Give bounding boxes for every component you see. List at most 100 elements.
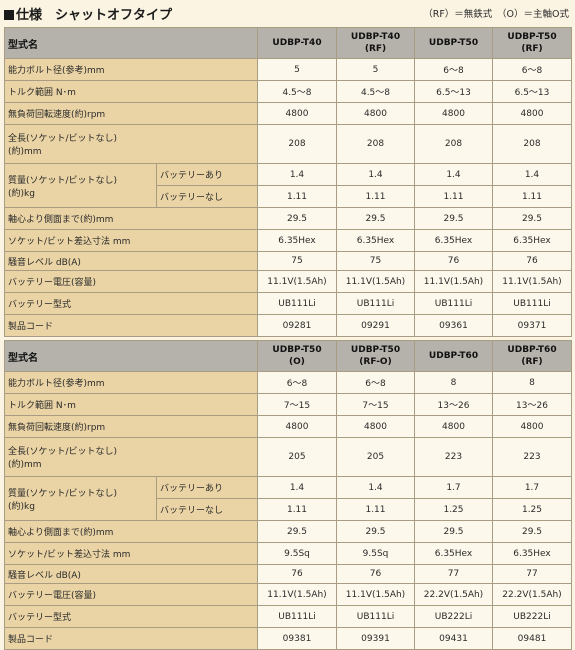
value-cell: 6～8	[414, 58, 493, 81]
model-header: UDBP-T50	[414, 27, 493, 59]
value-cell: 77	[414, 564, 493, 584]
table-row: 全長(ソケット/ビットなし) (約)mm 208 208 208 208	[4, 124, 572, 164]
value-cell: 9.5Sq	[336, 542, 415, 565]
value-cell: 223	[414, 437, 493, 477]
value-cell: 5	[257, 58, 337, 81]
value-cell: 75	[336, 251, 415, 271]
model-label: 型式名	[4, 340, 258, 372]
value-cell: 1.25	[492, 498, 572, 521]
row-label: トルク範囲 N･m	[4, 393, 258, 416]
row-label: ソケット/ビット差込寸法 mm	[4, 542, 258, 565]
table-row: 軸心より側面まで(約)mm 29.5 29.5 29.5 29.5	[4, 207, 572, 230]
table-row: トルク範囲 N･m 4.5～8 4.5～8 6.5～13 6.5～13	[4, 80, 572, 103]
value-cell: 7～15	[336, 393, 415, 416]
value-cell: 11.1V(1.5Ah)	[257, 270, 337, 293]
model-name: UDBP-T50	[507, 32, 557, 42]
model-name: UDBP-T40	[350, 32, 401, 42]
model-name: UDBP-T50	[428, 38, 479, 48]
row-label: バッテリー電圧(容量)	[4, 583, 258, 606]
value-cell: 208	[336, 124, 415, 164]
value-cell: 8	[414, 371, 493, 394]
table-row: 質量(ソケット/ビットなし) (約)kg バッテリーあり 1.4 1.4 1.7 1.7	[4, 476, 572, 521]
value-cell: 1.4	[257, 476, 337, 499]
value-cell: UB111Li	[414, 292, 493, 315]
row-label: 軸心より側面まで(約)mm	[4, 520, 258, 543]
model-name: UDBP-T40	[272, 38, 322, 48]
table-row: 能力ボルト径(参考)mm 6～8 6～8 8 8	[4, 371, 572, 394]
row-label: 軸心より側面まで(約)mm	[4, 207, 258, 230]
value-cell: 208	[257, 124, 337, 164]
value-cell: 1.11	[414, 185, 493, 208]
value-cell: 4800	[414, 415, 493, 438]
value-cell: UB111Li	[336, 605, 415, 628]
value-cell: 1.11	[336, 498, 415, 521]
value-cell: 22.2V(1.5Ah)	[492, 583, 572, 606]
value-cell: 29.5	[336, 520, 415, 543]
value-cell: 4.5～8	[257, 80, 337, 103]
table-row: 無負荷回転速度(約)rpm 4800 4800 4800 4800	[4, 102, 572, 125]
sub-row-label: バッテリーなし	[156, 498, 258, 521]
model-name: UDBP-T60	[507, 345, 557, 355]
model-header: UDBP-T50 (RF-O)	[336, 340, 415, 372]
value-cell: 1.11	[257, 185, 337, 208]
row-label: 製品コード	[4, 314, 258, 337]
sub-row-label: バッテリーあり	[156, 476, 258, 499]
table-row: ソケット/ビット差込寸法 mm 6.35Hex 6.35Hex 6.35Hex 6.35…	[4, 229, 572, 252]
value-cell: UB222Li	[492, 605, 572, 628]
model-header: UDBP-T60	[414, 340, 493, 372]
value-cell: 1.4	[257, 163, 337, 186]
value-cell: 4.5～8	[336, 80, 415, 103]
model-variant: (RF)	[364, 44, 387, 54]
model-name: UDBP-T50	[272, 345, 322, 355]
value-cell: 6.5～13	[414, 80, 493, 103]
table-row: 軸心より側面まで(約)mm 29.5 29.5 29.5 29.5	[4, 520, 572, 543]
value-cell: 6.35Hex	[414, 542, 493, 565]
model-variant: (RF)	[521, 44, 543, 54]
value-cell: 1.4	[336, 163, 415, 186]
row-label: 能力ボルト径(参考)mm	[4, 371, 258, 394]
value-cell: 11.1V(1.5Ah)	[414, 270, 493, 293]
table-row: 製品コード 09381 09391 09431 09481	[4, 627, 572, 650]
spec-table-1: 型式名 UDBP-T40 UDBP-T40 (RF) UDBP-T50 UDBP-T50 (…	[4, 27, 572, 337]
value-cell: 4800	[336, 415, 415, 438]
value-cell: 29.5	[492, 520, 572, 543]
value-cell: 09381	[257, 627, 337, 650]
value-cell: UB111Li	[492, 292, 572, 315]
value-cell: 4800	[257, 102, 337, 125]
value-cell: UB111Li	[336, 292, 415, 315]
row-label: 騒音レベル dB(A)	[4, 564, 258, 584]
value-cell: 11.1V(1.5Ah)	[336, 583, 415, 606]
model-variant: (RF)	[521, 357, 543, 367]
table-row: バッテリー電圧(容量) 11.1V(1.5Ah) 11.1V(1.5Ah) 11.1V…	[4, 270, 572, 293]
value-cell: 4800	[414, 102, 493, 125]
model-header: UDBP-T40 (RF)	[336, 27, 415, 59]
value-cell: 76	[414, 251, 493, 271]
value-cell: 8	[492, 371, 572, 394]
header-row: 型式名 UDBP-T50 (O) UDBP-T50 (RF-O) UDBP-T60 UDBP…	[4, 340, 572, 372]
value-cell: 6.35Hex	[492, 542, 572, 565]
value-cell: 208	[492, 124, 572, 164]
model-header: UDBP-T40	[257, 27, 337, 59]
model-header: UDBP-T50 (RF)	[492, 27, 572, 59]
model-name: UDBP-T50	[350, 345, 401, 355]
row-label: バッテリー型式	[4, 292, 258, 315]
value-cell: 1.11	[336, 185, 415, 208]
table-row: 全長(ソケット/ビットなし) (約)mm 205 205 223 223	[4, 437, 572, 477]
value-cell: UB111Li	[257, 292, 337, 315]
table-row: バッテリー電圧(容量) 11.1V(1.5Ah) 11.1V(1.5Ah) 22.2V…	[4, 583, 572, 606]
value-cell: 6.35Hex	[414, 229, 493, 252]
value-cell: 75	[257, 251, 337, 271]
value-cell: 1.7	[492, 476, 572, 499]
row-label: ソケット/ビット差込寸法 mm	[4, 229, 258, 252]
model-header: UDBP-T60 (RF)	[492, 340, 572, 372]
value-cell: 223	[492, 437, 572, 477]
value-cell: 09291	[336, 314, 415, 337]
table-row: 無負荷回転速度(約)rpm 4800 4800 4800 4800	[4, 415, 572, 438]
row-label: 無負荷回転速度(約)rpm	[4, 415, 258, 438]
value-cell: 5	[336, 58, 415, 81]
page-title-text: 仕様 シャットオフタイプ	[16, 8, 173, 23]
value-cell: 6～8	[492, 58, 572, 81]
model-variant: (RF-O)	[359, 357, 392, 367]
value-cell: 11.1V(1.5Ah)	[492, 270, 572, 293]
row-label: 無負荷回転速度(約)rpm	[4, 102, 258, 125]
